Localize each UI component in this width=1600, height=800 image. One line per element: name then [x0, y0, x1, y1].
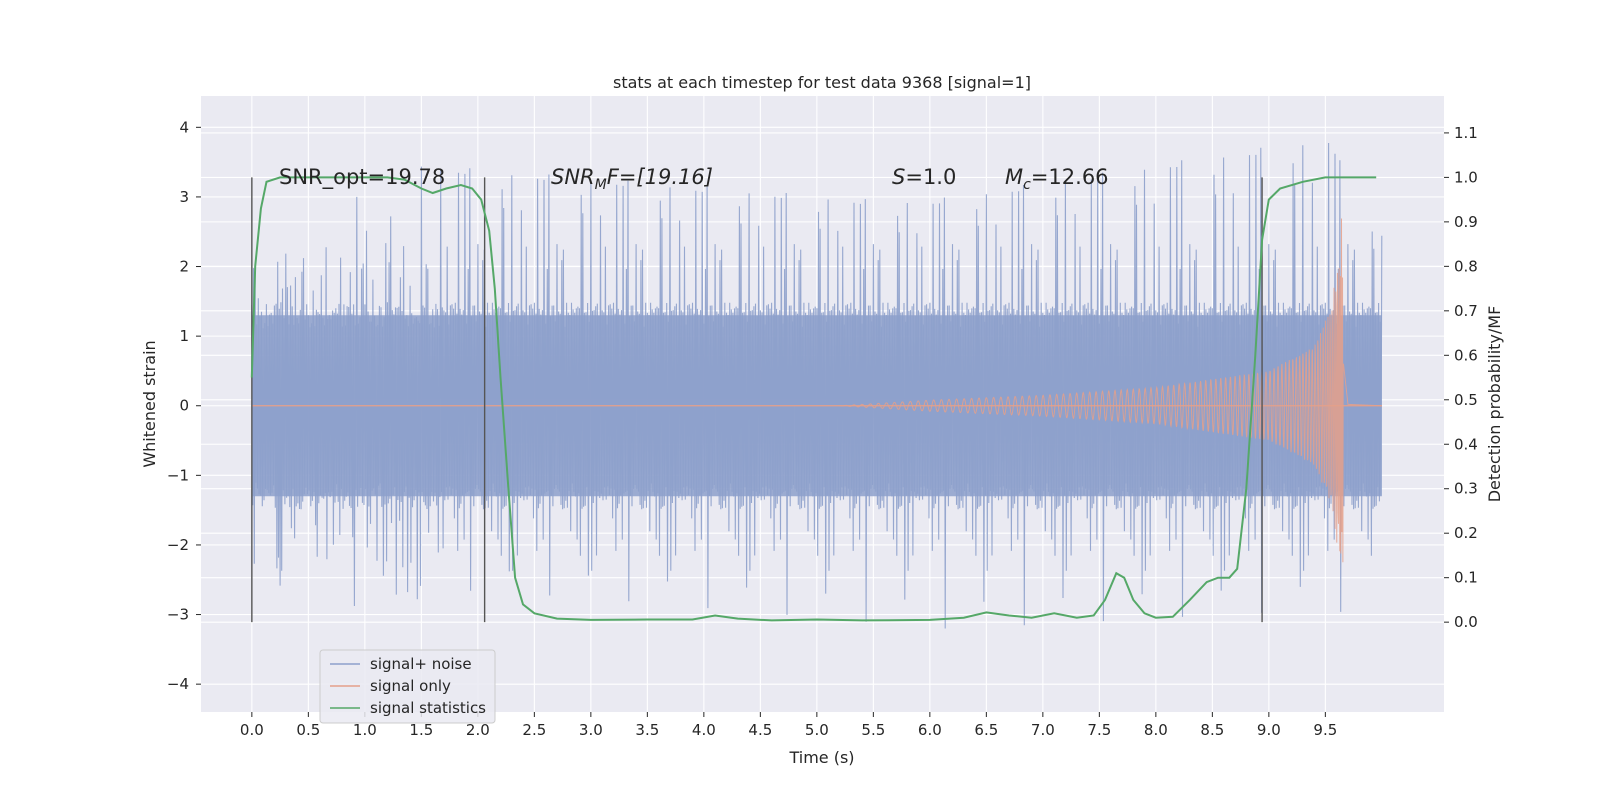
annotation-snr-mf-subscript: M — [595, 177, 607, 193]
y-tick-label-4: 0 — [179, 397, 189, 415]
x-tick-label-16: 8.0 — [1144, 721, 1168, 739]
annotation-mc-subscript: c — [1023, 177, 1031, 193]
annotation-s-symbol: S — [892, 165, 905, 189]
y-axis-ticks: −4 −3 −2 −1 0 1 2 3 4 — [167, 118, 201, 693]
y2-tick-label-1: 0.1 — [1454, 569, 1478, 587]
y2-axis-label: Detection probability/MF — [1485, 306, 1504, 503]
x-tick-label-2: 1.0 — [353, 721, 377, 739]
y-tick-label-8: 4 — [179, 118, 189, 136]
signal-only-series — [251, 218, 1382, 563]
y2-tick-label-10: 1.0 — [1454, 168, 1478, 186]
y-axis-label: Whitened strain — [140, 340, 159, 467]
x-tick-label-15: 7.5 — [1087, 721, 1111, 739]
signal-only-line — [839, 218, 1382, 563]
y2-tick-label-5: 0.5 — [1454, 391, 1478, 409]
x-tick-label-1: 0.5 — [296, 721, 320, 739]
x-tick-label-4: 2.0 — [466, 721, 490, 739]
x-tick-label-8: 4.0 — [692, 721, 716, 739]
chart-title: stats at each timestep for test data 936… — [613, 73, 1031, 92]
legend-label-signal-only: signal only — [370, 677, 451, 695]
y2-tick-label-9: 0.9 — [1454, 213, 1478, 231]
y2-axis-ticks: 0.0 0.1 0.2 0.3 0.4 0.5 0.6 0.7 0.8 0.9 1.0 1.1 — [1444, 124, 1478, 631]
x-tick-label-3: 1.5 — [409, 721, 433, 739]
x-tick-label-6: 3.0 — [579, 721, 603, 739]
x-axis-label: Time (s) — [788, 748, 854, 767]
legend-label-signal-statistics: signal statistics — [370, 699, 486, 717]
x-axis-ticks: 0.0 0.5 1.0 1.5 2.0 2.5 3.0 3.5 4.0 4.5 5.0 5.5 6.0 6… — [240, 712, 1337, 739]
legend-label-signal-noise: signal+ noise — [370, 655, 472, 673]
y-tick-label-3: −1 — [167, 466, 189, 484]
y-tick-label-5: 1 — [179, 327, 189, 345]
annotation-snr-mf-value: F=[19.16] — [607, 165, 713, 189]
x-tick-label-5: 2.5 — [522, 721, 546, 739]
signal-statistics-series — [250, 176, 1377, 622]
y-tick-label-2: −2 — [167, 536, 189, 554]
annotation-s: S=1.0 — [892, 165, 956, 189]
annotation-s-value: =1.0 — [905, 165, 956, 189]
annotation-mc: Mc=12.66 — [1005, 165, 1109, 193]
annotation-snr-mf: SNRMF=[19.16] — [551, 165, 713, 193]
y-tick-label-0: −4 — [167, 675, 189, 693]
x-tick-label-13: 6.5 — [974, 721, 998, 739]
x-tick-label-9: 4.5 — [748, 721, 772, 739]
y-tick-label-6: 2 — [179, 258, 189, 276]
x-tick-label-17: 8.5 — [1200, 721, 1224, 739]
x-tick-label-0: 0.0 — [240, 721, 264, 739]
y2-tick-label-11: 1.1 — [1454, 124, 1478, 142]
y2-tick-label-8: 0.8 — [1454, 257, 1478, 275]
y2-tick-label-0: 0.0 — [1454, 613, 1478, 631]
annotation-mc-symbol: M — [1005, 165, 1023, 189]
y2-tick-label-7: 0.7 — [1454, 302, 1478, 320]
x-tick-label-10: 5.0 — [805, 721, 829, 739]
annotation-mc-value: =12.66 — [1031, 165, 1109, 189]
y2-tick-label-2: 0.2 — [1454, 524, 1478, 542]
x-tick-label-19: 9.5 — [1313, 721, 1337, 739]
legend-box — [319, 649, 496, 724]
x-tick-label-11: 5.5 — [861, 721, 885, 739]
y2-tick-label-4: 0.4 — [1454, 435, 1478, 453]
x-tick-label-18: 9.0 — [1257, 721, 1281, 739]
y2-tick-label-6: 0.6 — [1454, 346, 1478, 364]
y2-tick-label-3: 0.3 — [1454, 480, 1478, 498]
signal-statistics-line — [250, 176, 1377, 622]
x-tick-label-7: 3.5 — [635, 721, 659, 739]
legend: signal+ noise signal only signal statist… — [319, 649, 496, 724]
annotation-snr-mf-symbol: SNR — [551, 165, 595, 189]
annotation-snr-opt: SNR_opt=19.78 — [279, 165, 445, 190]
y-tick-label-1: −3 — [167, 606, 189, 624]
y-tick-label-7: 3 — [179, 188, 189, 206]
x-tick-label-12: 6.0 — [918, 721, 942, 739]
x-tick-label-14: 7.0 — [1031, 721, 1055, 739]
